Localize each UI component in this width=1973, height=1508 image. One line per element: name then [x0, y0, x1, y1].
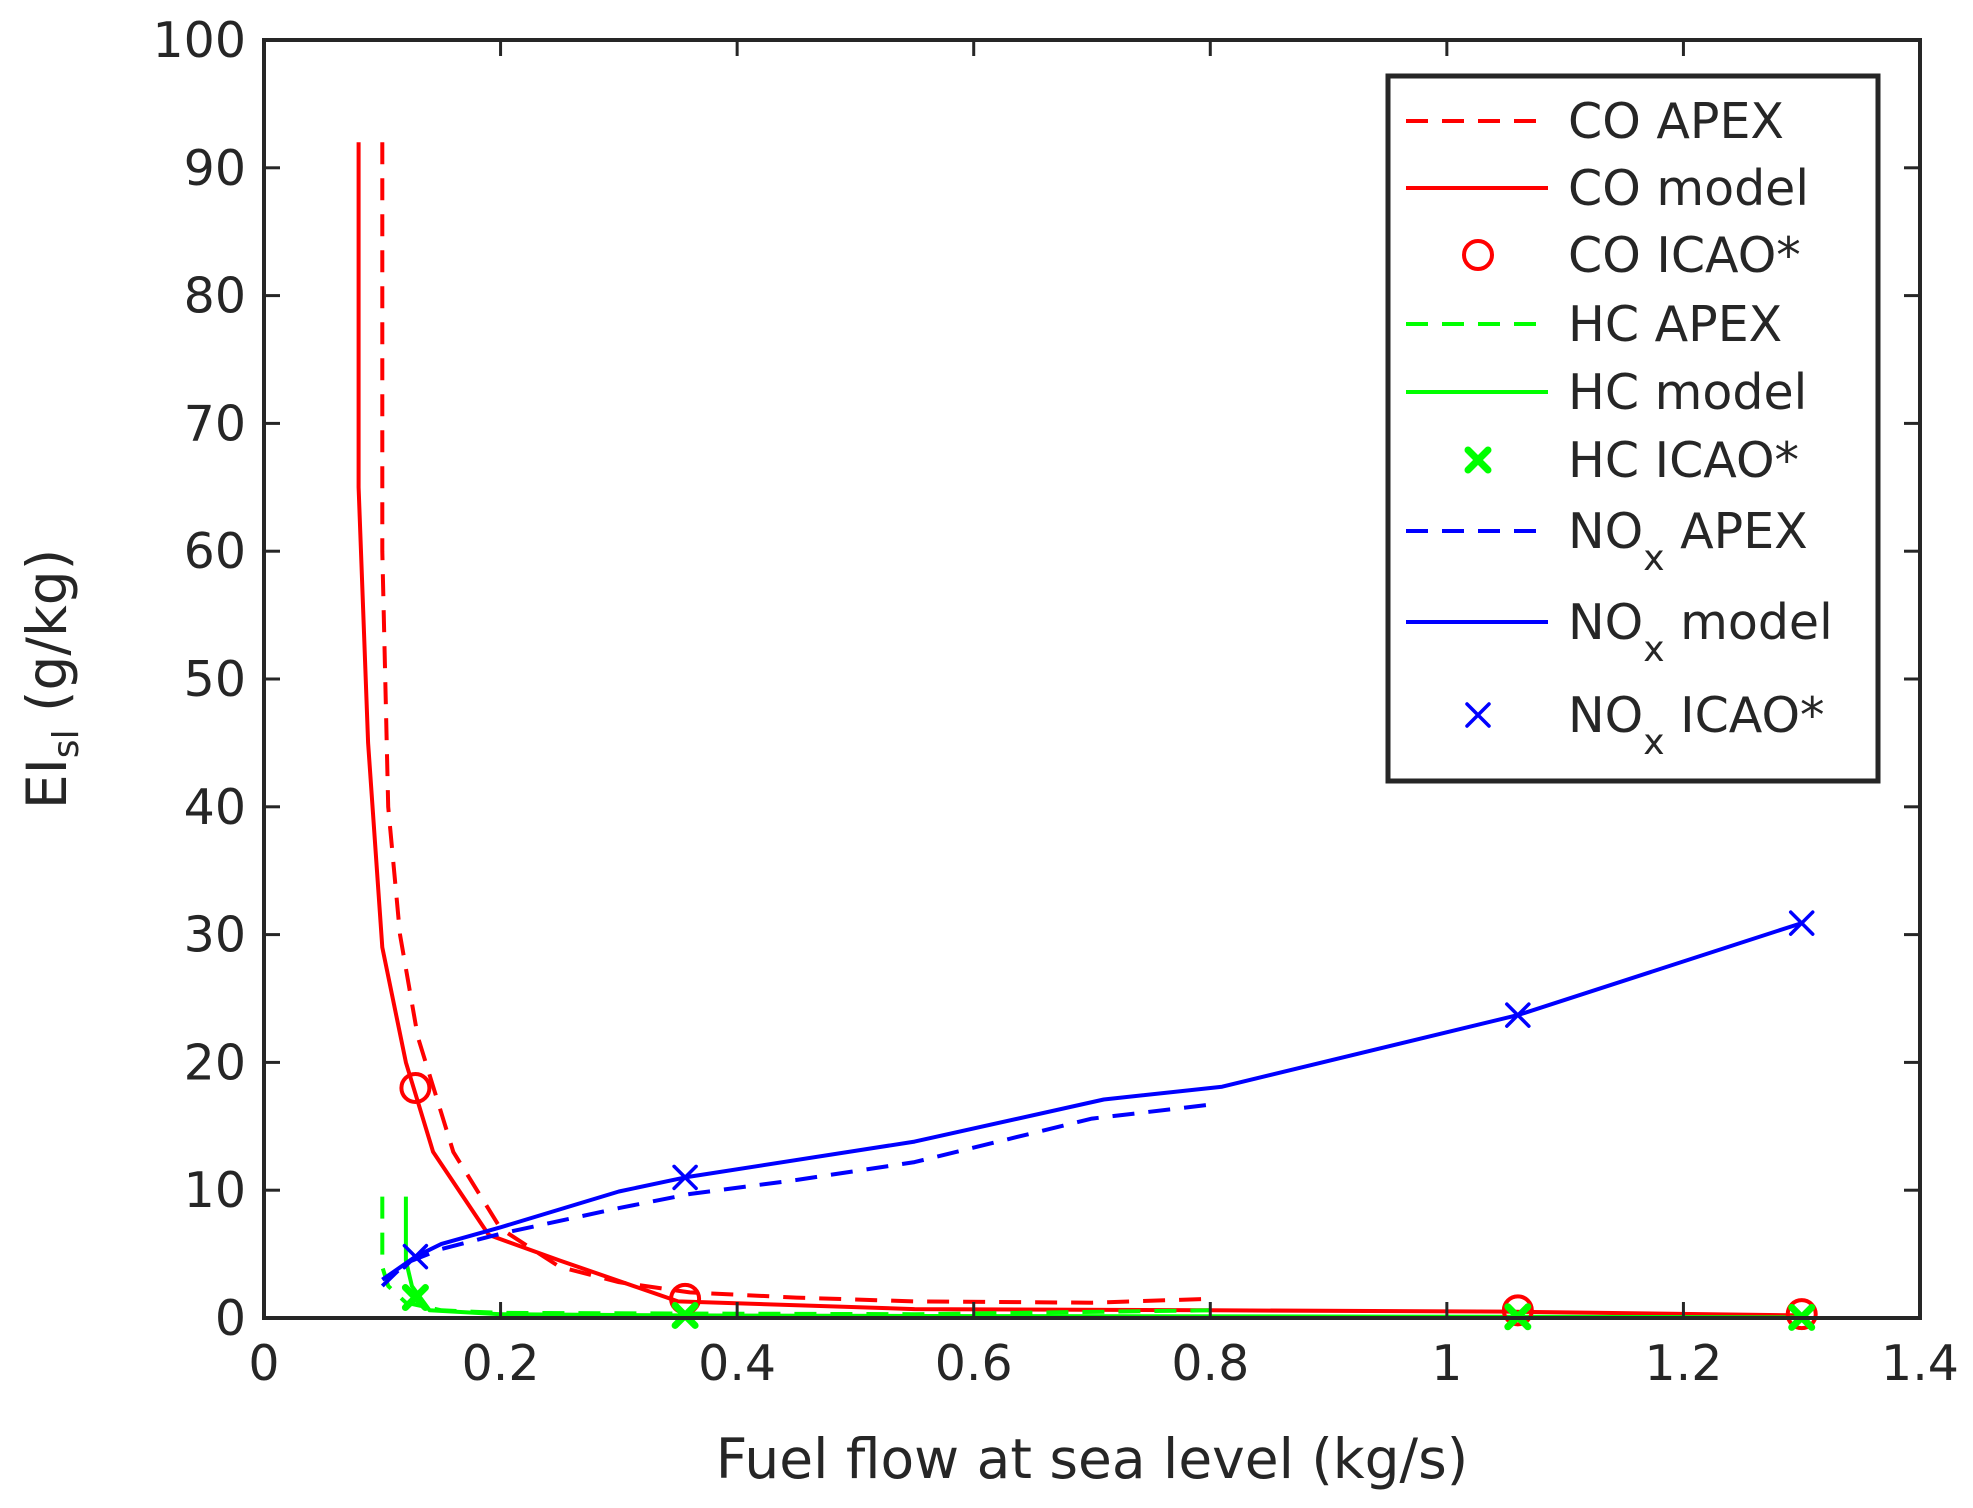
legend-label: CO APEX	[1568, 93, 1784, 150]
y-tick-label: 100	[152, 12, 246, 69]
legend-label-suffix: ICAO*	[1639, 432, 1799, 489]
legend-label-species: HC	[1568, 296, 1639, 353]
series-point-nox-icao	[672, 1164, 698, 1191]
y-tick-labels: 0 10 20 30 40 50 60 70 80 90 100	[152, 12, 246, 1347]
x-tick-label: 0.4	[698, 1335, 776, 1392]
series-point-hc-icao	[401, 1284, 429, 1312]
y-tick-label: 10	[184, 1162, 246, 1219]
y-axis-label-subscript: sl	[46, 729, 87, 758]
legend-label-suffix: APEX	[1665, 503, 1808, 560]
y-axis-label-main: EI	[15, 758, 79, 809]
series-line-nox-apex	[380, 1102, 1211, 1288]
legend-label: NOx APEX	[1568, 503, 1808, 579]
legend-item-hc-apex: HC APEX	[1406, 296, 1782, 353]
legend-label-suffix: ICAO*	[1665, 687, 1825, 744]
legend-label-species: CO	[1568, 227, 1641, 284]
x-tick-labels: 0 0.2 0.4 0.6 0.8 1 1.2 1.4	[248, 1335, 1959, 1392]
y-tick-label: 70	[184, 395, 246, 452]
y-axis-label-unit: (g/kg)	[15, 549, 79, 730]
legend-label-species: CO	[1568, 93, 1641, 150]
legend-item-nox-icao: NOx ICAO*	[1465, 687, 1825, 763]
y-axis-label: EIsl (g/kg)	[15, 549, 87, 809]
x-tick-label: 1.4	[1881, 1335, 1959, 1392]
legend-item-co-model: CO model	[1406, 160, 1809, 217]
legend-marker	[1462, 239, 1494, 271]
x-tick-label: 0.6	[935, 1335, 1013, 1392]
x-tick-label: 0.2	[462, 1335, 540, 1392]
series-point-nox-icao	[402, 1243, 429, 1270]
legend-label-subscript: x	[1643, 629, 1664, 670]
legend-label-suffix: APEX	[1641, 93, 1784, 150]
x-tick-label: 0.8	[1171, 1335, 1249, 1392]
legend-label: HC model	[1568, 364, 1807, 421]
legend-label-species: NO	[1568, 687, 1643, 744]
legend-marker	[1465, 702, 1491, 728]
y-tick-label: 80	[184, 268, 246, 325]
x-tick-label: 0	[248, 1335, 279, 1392]
y-tick-label: 50	[184, 651, 246, 708]
legend-label: CO model	[1568, 160, 1809, 217]
legend-label-species: NO	[1568, 594, 1643, 651]
series-point-nox-icao	[1505, 1002, 1531, 1028]
y-tick-label: 60	[184, 523, 246, 580]
legend-item-hc-model: HC model	[1406, 364, 1807, 421]
legend-box	[1385, 73, 1881, 784]
series-point-co-icao	[1501, 1294, 1534, 1327]
legend-label-suffix: model	[1641, 160, 1809, 217]
legend-item-co-apex: CO APEX	[1406, 93, 1784, 150]
legend-item-co-icao: CO ICAO*	[1462, 227, 1801, 284]
legend-label-species: CO	[1568, 160, 1641, 217]
legend-label-species: NO	[1568, 503, 1643, 560]
legend-label: CO ICAO*	[1568, 227, 1801, 284]
x-axis-label: Fuel flow at sea level (kg/s)	[716, 1427, 1468, 1491]
legend-label: HC APEX	[1568, 296, 1782, 353]
legend-label-species: HC	[1568, 432, 1639, 489]
legend-item-hc-icao: HC ICAO*	[1464, 432, 1799, 489]
legend-label: NOx ICAO*	[1568, 687, 1825, 763]
y-tick-label: 30	[184, 907, 246, 964]
axis-ticks	[262, 38, 1922, 1320]
y-tick-label: 0	[215, 1290, 246, 1347]
y-tick-label: 20	[184, 1034, 246, 1091]
legend-label-suffix: model	[1665, 594, 1833, 651]
y-tick-label: 90	[184, 140, 246, 197]
series-point-co-icao	[399, 1071, 432, 1104]
series-point-hc-icao	[671, 1301, 699, 1329]
legend-label-suffix: model	[1639, 364, 1807, 421]
legend-label-species: HC	[1568, 364, 1639, 421]
series-point-co-icao	[1785, 1298, 1818, 1331]
legend-label-suffix: ICAO*	[1641, 227, 1801, 284]
legend-label-subscript: x	[1643, 538, 1664, 579]
series-point-nox-icao	[1788, 910, 1815, 936]
x-tick-label: 1	[1431, 1335, 1462, 1392]
legend-label: HC ICAO*	[1568, 432, 1799, 489]
legend-marker	[1464, 446, 1492, 474]
legend-label-subscript: x	[1643, 722, 1664, 763]
y-tick-label: 40	[184, 779, 246, 836]
x-tick-label: 1.2	[1644, 1335, 1722, 1392]
legend-label-suffix: APEX	[1639, 296, 1782, 353]
plot-markers	[399, 910, 1818, 1331]
legend-item-nox-apex: NOx APEX	[1406, 503, 1808, 579]
series-line-co-apex	[380, 142, 1211, 1305]
legend-label: NOx model	[1568, 594, 1833, 670]
legend-item-nox-model: NOx model	[1406, 594, 1833, 670]
